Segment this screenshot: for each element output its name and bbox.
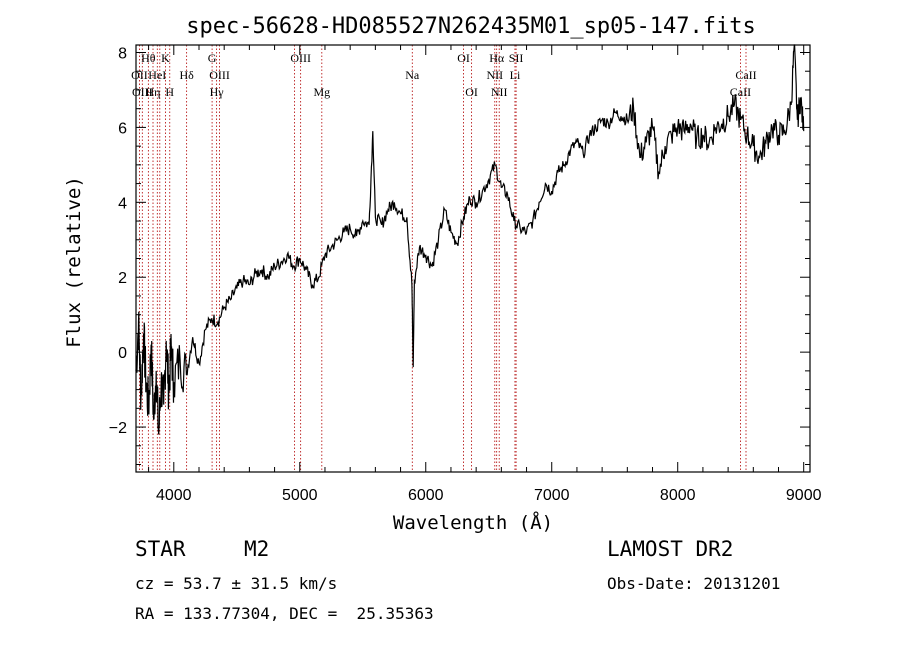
y-tick-label: 4: [118, 195, 127, 212]
spectral-line-label: Hα: [489, 51, 505, 65]
spectral-line-label: Mg: [313, 85, 330, 99]
x-tick-label: 6000: [408, 487, 444, 504]
spectral-line-label: Hη: [146, 85, 161, 99]
spectral-line-label: OIII: [132, 85, 153, 99]
spectral-line-label: SII: [509, 51, 524, 65]
spectral-line-label: Hγ: [210, 85, 225, 99]
spectral-line-label: HeI: [148, 68, 166, 82]
plot-frame: [135, 44, 811, 473]
ra-dec-coordinates: RA = 133.77304, DEC = 25.35363: [135, 604, 434, 623]
spectral-line-label: Hθ: [141, 51, 156, 65]
spectral-line-label: OII: [131, 68, 148, 82]
y-tick-label: 0: [118, 345, 127, 362]
y-tick-label: −2: [109, 420, 127, 437]
spectral-line-label: G: [208, 51, 217, 65]
x-axis: 4000 5000 6000 7000 8000 9000: [148, 45, 822, 504]
y-tick-label: 8: [118, 45, 127, 62]
spectral-line-label: CaII: [735, 68, 756, 82]
spectral-line-label: Hδ: [179, 68, 194, 82]
observation-date: Obs-Date: 20131201: [607, 574, 781, 593]
y-tick-label: 6: [118, 120, 127, 137]
x-tick-label: 7000: [534, 487, 570, 504]
y-axis: −2 0 2 4 6 8: [109, 45, 810, 466]
object-subclass: M2: [244, 537, 270, 561]
survey-name: LAMOST DR2: [607, 537, 734, 561]
x-tick-label: 5000: [282, 487, 318, 504]
y-axis-label: Flux (relative): [63, 176, 85, 348]
spectral-line-label: NII: [491, 85, 508, 99]
spectral-line-label: H: [165, 85, 174, 99]
x-axis-label: Wavelength (Å): [393, 511, 553, 534]
x-tick-label: 8000: [660, 487, 696, 504]
x-tick-label: 9000: [786, 487, 822, 504]
spectrum-series-line: [135, 44, 805, 435]
spectral-line-label: OI: [457, 51, 470, 65]
y-tick-label: 2: [118, 270, 127, 287]
chart-title: spec-56628-HD085527N262435M01_sp05-147.f…: [186, 14, 756, 39]
spectral-line-label: K: [161, 51, 170, 65]
spectral-line-label: Na: [405, 68, 420, 82]
spectral-line-label: Li: [510, 68, 521, 82]
spectral-line-markers: [139, 45, 747, 472]
redshift-velocity: cz = 53.7 ± 31.5 km/s: [135, 574, 338, 593]
spectral-line-label: OI: [465, 85, 478, 99]
object-class: STAR: [135, 537, 186, 561]
spectral-line-labels: OII OIII Hθ Hη HeI K H Hδ G Hγ OIII OIII Mg Na OI OI NII…: [131, 51, 757, 99]
x-tick-label: 4000: [156, 487, 192, 504]
spectral-line-label: NII: [486, 68, 503, 82]
spectral-line-label: OIII: [209, 68, 230, 82]
spectral-line-label: OIII: [290, 51, 311, 65]
